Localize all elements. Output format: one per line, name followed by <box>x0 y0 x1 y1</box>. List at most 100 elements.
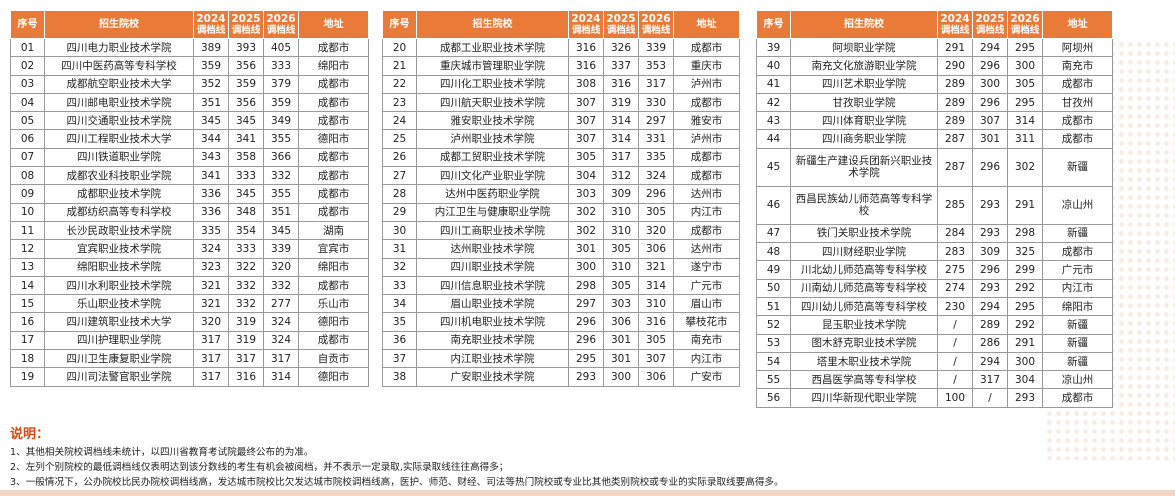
cell-no: 53 <box>756 333 791 353</box>
header-school: 招生院校 <box>44 10 194 39</box>
cell-address: 内江市 <box>673 349 740 369</box>
cell-address: 德阳市 <box>298 312 369 332</box>
header-school: 招生院校 <box>416 10 569 39</box>
cell-score-2026: 320 <box>638 220 674 241</box>
cell-school: 新疆生产建设兵团新兴职业技术学院 <box>790 147 938 187</box>
table-row: 50 川南幼儿师范高等专科学校 274 293 292 内江市 <box>756 278 1113 298</box>
header-address: 地址 <box>298 10 369 39</box>
cell-address: 凉山州 <box>1042 185 1113 225</box>
cell-address: 雅安市 <box>673 111 740 131</box>
cell-school: 成都航空职业技术大学 <box>44 74 194 94</box>
cell-school: 宜宾职业技术学院 <box>44 239 194 259</box>
cell-score-2026: 349 <box>263 111 299 131</box>
cell-school: 绵阳职业技术学院 <box>44 257 194 277</box>
cell-address: 泸州市 <box>673 129 740 149</box>
cell-no: 14 <box>10 275 45 296</box>
cell-address: 绵阳市 <box>298 56 369 76</box>
cell-address: 南充市 <box>1042 56 1113 76</box>
cell-score-2024: 301 <box>568 239 604 259</box>
header-line: 调档线 <box>606 24 636 36</box>
cell-school: 四川护理职业学院 <box>44 330 194 351</box>
cell-score-2024: 341 <box>193 166 229 186</box>
cell-address: 眉山市 <box>673 294 740 314</box>
cell-score-2025: 307 <box>972 111 1008 131</box>
cell-address: 阿坝州 <box>1042 37 1113 58</box>
cell-score-2024: 307 <box>568 92 604 113</box>
cell-score-2026: 317 <box>263 349 299 369</box>
header-y2025: 2025 调档线 <box>972 10 1008 39</box>
table-row: 13 绵阳职业技术学院 323 322 320 绵阳市 <box>10 257 369 277</box>
table-row: 34 眉山职业技术学院 297 303 310 眉山市 <box>382 294 740 314</box>
cell-score-2025: 296 <box>972 147 1008 187</box>
cell-score-2024: 343 <box>193 147 229 168</box>
cell-score-2025: 348 <box>228 202 264 222</box>
cell-score-2025: 319 <box>603 92 639 113</box>
table-row: 14 四川水利职业技术学院 321 332 332 成都市 <box>10 275 369 296</box>
header-y2026: 2026 调档线 <box>263 10 299 39</box>
cell-no: 49 <box>756 260 791 280</box>
cell-score-2026: 339 <box>263 239 299 259</box>
header-address: 地址 <box>1042 10 1113 39</box>
table-row: 44 四川商务职业学院 287 301 311 成都市 <box>756 129 1113 149</box>
notes-section: 说明： 1、其他相关院校调档线未统计，以四川省教育考试院最终公布的为准。 2、左… <box>10 423 1160 490</box>
cell-no: 17 <box>10 330 45 351</box>
cell-score-2024: / <box>937 315 973 335</box>
cell-score-2024: 336 <box>193 202 229 222</box>
cell-school: 四川机电职业技术学院 <box>416 312 569 332</box>
table-row: 28 达州中医药职业学院 303 309 296 达州市 <box>382 184 740 204</box>
cell-no: 38 <box>382 367 417 387</box>
cell-score-2024: 303 <box>568 184 604 204</box>
header-y2026: 2026 调档线 <box>1007 10 1043 39</box>
table-row: 16 四川建筑职业技术大学 320 319 324 德阳市 <box>10 312 369 332</box>
cell-score-2025: 301 <box>603 330 639 351</box>
note-line-3: 3、一般情况下，公办院校比民办院校调档线高，发达城市院校比欠发达城市院校调档线高… <box>10 477 784 488</box>
cell-score-2025: 333 <box>228 239 264 259</box>
cell-score-2025: 305 <box>603 239 639 259</box>
cell-score-2024: 285 <box>937 185 973 225</box>
cell-no: 33 <box>382 275 417 296</box>
cell-no: 42 <box>756 92 791 113</box>
cell-score-2024: 300 <box>568 257 604 277</box>
cell-no: 45 <box>756 147 791 187</box>
cell-school: 四川信息职业技术学院 <box>416 275 569 296</box>
cell-score-2025: 356 <box>228 56 264 76</box>
cell-no: 08 <box>10 166 45 186</box>
cell-school: 四川工商职业技术学院 <box>416 220 569 241</box>
cell-no: 16 <box>10 312 45 332</box>
cell-address: 成都市 <box>1042 129 1113 149</box>
table-row: 30 四川工商职业技术学院 302 310 320 成都市 <box>382 220 740 241</box>
cell-score-2025: 293 <box>972 223 1008 244</box>
cell-score-2026: 359 <box>263 92 299 113</box>
cell-score-2025: 345 <box>228 111 264 131</box>
cell-score-2025: 337 <box>603 56 639 76</box>
cell-school: 内江卫生与健康职业学院 <box>416 202 569 222</box>
cell-score-2025: 356 <box>228 92 264 113</box>
cell-score-2026: 277 <box>263 294 299 314</box>
cell-score-2026: 292 <box>1007 315 1043 335</box>
cell-address: 成都市 <box>673 147 740 168</box>
cell-address: 广安市 <box>673 367 740 387</box>
cell-no: 25 <box>382 129 417 149</box>
cell-score-2025: 314 <box>603 129 639 149</box>
cell-address: 成都市 <box>673 37 740 58</box>
cell-school: 西昌民族幼儿师范高等专科学校 <box>790 185 938 225</box>
header-y2025: 2025 调档线 <box>603 10 639 39</box>
cell-score-2024: 344 <box>193 129 229 149</box>
cell-score-2025: 293 <box>972 185 1008 225</box>
header-y2026: 2026 调档线 <box>638 10 674 39</box>
cell-score-2024: 291 <box>937 37 973 58</box>
cell-score-2024: 284 <box>937 223 973 244</box>
header-no: 序号 <box>382 10 417 39</box>
cell-no: 01 <box>10 37 45 58</box>
table-row: 47 铁门关职业技术学院 284 293 298 新疆 <box>756 223 1113 244</box>
cell-score-2026: 366 <box>263 147 299 168</box>
header-line: 调档线 <box>975 24 1005 36</box>
cell-score-2025: 393 <box>228 37 264 58</box>
cell-no: 55 <box>756 370 791 390</box>
cell-score-2024: 345 <box>193 111 229 131</box>
cell-score-2026: 324 <box>263 312 299 332</box>
cell-score-2024: 323 <box>193 257 229 277</box>
cell-address: 新疆 <box>1042 223 1113 244</box>
cell-no: 23 <box>382 92 417 113</box>
cell-score-2024: 321 <box>193 294 229 314</box>
